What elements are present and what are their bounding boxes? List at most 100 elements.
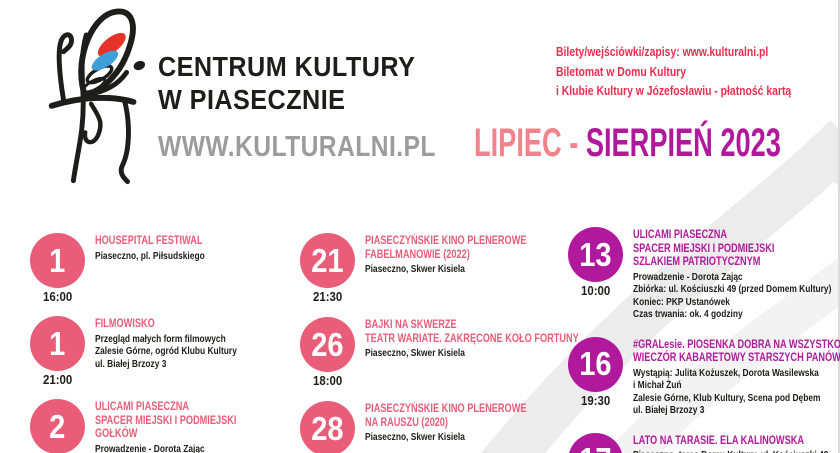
event-day-circle: 26	[300, 317, 355, 372]
event-day-circle: 2	[30, 399, 85, 453]
event-day-number: 28	[311, 409, 344, 447]
event-title-line: BAJKI NA SKWERZE	[365, 319, 457, 331]
event-title: BAJKI NA SKWERZE TEATR WARIATE. ZAKRĘCONE…	[365, 319, 579, 346]
event-day-number: 17	[579, 441, 611, 453]
poster-right-edge	[838, 0, 840, 453]
tickets-info-block: Bilety/wejściówki/zapisy: www.kulturalni…	[556, 42, 840, 101]
event-detail-line: Piaseczno, taras Domu Kultury, ul. Kości…	[633, 449, 828, 453]
event-details: Prowadzenie - Dorota Zając Zbiórka: ul. K…	[633, 271, 831, 321]
event-day-circle: 13	[568, 227, 623, 282]
event-item: 1 21:00 FILMOWISKO Przegląd małych form …	[30, 316, 295, 387]
event-title-line: PIASECZYŃSKIE KINO PLENEROWE	[365, 235, 527, 247]
event-details: Wystąpią: Julita Kożuszek, Dorota Wasile…	[633, 367, 840, 417]
event-title: FILMOWISKO	[95, 318, 237, 332]
event-day-number: 26	[311, 325, 344, 363]
event-item: 26 18:00 BAJKI NA SKWERZE TEATR WARIATE. …	[300, 317, 579, 388]
tickets-info-line[interactable]: Bilety/wejściówki/zapisy: www.kulturalni…	[556, 44, 769, 59]
event-detail-line: Przegląd małych form filmowych	[95, 332, 226, 345]
event-item: 1 16:00 HOUSEPITAL FESTIWAL Piaseczno, p…	[30, 233, 295, 304]
event-day-number: 1	[49, 241, 66, 279]
event-title: PIASECZYŃSKIE KINO PLENEROWE FABELMANOWIE…	[365, 235, 527, 262]
event-item: 21 21:30 PIASECZYŃSKIE KINO PLENEROWE FAB…	[300, 233, 565, 304]
event-title: LATO NA TARASIE. ELA KALINOWSKA	[633, 435, 828, 449]
event-detail-line: Piaseczno, Skwer Kisiela	[365, 347, 465, 359]
event-detail-line: Prowadzenie - Dorota Zając	[633, 270, 743, 283]
event-day-circle: 1	[30, 316, 85, 371]
website-url[interactable]: WWW.KULTURALNI.PL	[158, 131, 436, 163]
centrum-kultury-logo	[48, 8, 146, 185]
event-details: Piaseczno, taras Domu Kultury, ul. Kości…	[633, 449, 828, 453]
event-time: 21:00	[42, 372, 73, 387]
period-july: LIPIEC -	[474, 121, 586, 165]
event-item: 16 19:30 #GRALesie. PIOSENKA DOBRA NA WS…	[568, 336, 840, 417]
event-time: 10:00	[580, 283, 611, 298]
event-time: 16:00	[42, 289, 73, 304]
event-title: ULICAMI PIASECZNA SPACER MIEJSKI I PODMIE…	[633, 229, 831, 270]
event-day-circle: 28	[300, 401, 355, 453]
logo-dot	[133, 60, 146, 71]
event-title-line: GOŁKÓW	[95, 428, 138, 440]
event-detail-line: Wystąpią: Julita Kożuszek, Dorota Wasile…	[633, 366, 819, 379]
event-detail-line: Czas trwania: ok. 4 godziny	[633, 308, 743, 320]
events-column-middle: 21 21:30 PIASECZYŃSKIE KINO PLENEROWE FAB…	[300, 233, 579, 453]
event-title-line: TEATR WARIATE. ZAKRĘCONE KOŁO FORTUNY	[365, 332, 579, 345]
event-item: 17 LATO NA TARASIE. ELA KALINOWSKA Piase…	[568, 432, 840, 453]
org-name-line-2: W PIASECZNIE	[158, 84, 346, 115]
tickets-info-line: i Klubie Kultury w Józefosławiu - płatno…	[556, 83, 792, 98]
event-day-circle: 17	[568, 432, 623, 453]
events-column-right: 13 10:00 ULICAMI PIASECZNA SPACER MIEJSKI…	[568, 227, 840, 453]
logo-blue-petal	[91, 50, 119, 71]
event-title-line: HOUSEPITAL FESTIWAL	[95, 235, 203, 247]
event-item: 13 10:00 ULICAMI PIASECZNA SPACER MIEJSKI…	[568, 227, 840, 321]
event-item: 28 21:30 PIASECZYŃSKIE KINO PLENEROWENA …	[300, 401, 565, 453]
logo-red-petal	[97, 32, 126, 57]
event-day-number: 1	[49, 324, 66, 362]
tickets-info-line: Biletomat w Domu Kultury	[556, 63, 687, 79]
event-time: 19:30	[580, 392, 611, 408]
event-detail-line: Prowadzenie - Dorota Zając	[95, 442, 205, 453]
event-detail-line: i Michał Żuń	[633, 379, 682, 391]
event-title-line: SPACER MIEJSKI I PODMIEJSKI	[95, 414, 237, 427]
event-detail-line: Piaseczno, Skwer Kisiela	[365, 263, 465, 275]
period-heading: LIPIEC - SIERPIEŃ 2023	[474, 120, 840, 166]
event-details: Przegląd małych form filmowych Zalesie Gó…	[95, 333, 237, 371]
event-title: HOUSEPITAL FESTIWAL	[95, 235, 205, 249]
event-title-line: ULICAMI PIASECZNA	[633, 229, 728, 241]
event-details: Piaseczno, pl. Piłsudskiego	[95, 250, 205, 263]
event-title-line: LATO NA TARASIE. ELA KALINOWSKA	[633, 434, 805, 447]
event-title-line: ULICAMI PIASECZNA	[95, 401, 190, 413]
org-name-line-1: CENTRUM KULTURY	[158, 51, 416, 82]
event-details: Piaseczno, Skwer Kisiela	[365, 347, 579, 360]
event-title-line: #GRALesie. PIOSENKA DOBRA NA WSZYSTKO	[633, 338, 840, 351]
event-day-circle: 1	[30, 233, 85, 288]
period-august-2023: SIERPIEŃ 2023	[585, 121, 781, 165]
event-detail-line: Piaseczno, Skwer Kisiela	[365, 431, 465, 443]
event-title-line: NA RAUSZU (2020)	[365, 416, 448, 429]
event-detail-line: Koniec: PKP Ustanówek	[633, 295, 730, 308]
event-time: 21:30	[312, 289, 343, 304]
event-title-line: FILMOWISKO	[95, 318, 155, 330]
event-title-line: WIECZÓR KABARETOWY STARSZYCH PANÓW	[633, 352, 840, 364]
event-title: ULICAMI PIASECZNA SPACER MIEJSKI I PODMIE…	[95, 401, 272, 442]
event-day-circle: 16	[568, 336, 623, 392]
event-detail-line: Zalesie Górne, ogród Klubu Kultury	[95, 345, 237, 357]
event-title-line: FABELMANOWIE (2022)	[365, 248, 470, 261]
event-title-line: PIASECZYŃSKIE KINO PLENEROWE	[365, 403, 527, 415]
event-title: PIASECZYŃSKIE KINO PLENEROWE NA RAUSZU (2…	[365, 403, 527, 430]
event-day-number: 16	[579, 345, 612, 382]
event-title-line: SPACER MIEJSKI I PODMIEJSKI	[633, 242, 775, 255]
event-title-line: SZLAKIEM PATRIOTYCZNYM	[633, 256, 761, 268]
event-day-number: 21	[311, 241, 344, 279]
event-title: #GRALesie. PIOSENKA DOBRA NA WSZYSTKO WIE…	[633, 339, 840, 366]
event-details: Piaseczno, Skwer Kisiela	[365, 431, 527, 444]
event-detail-line: Zbiórka: ul. Kościuszki 49 (przed Domem …	[633, 283, 832, 295]
event-detail-line: Piaseczno, pl. Piłsudskiego	[95, 249, 205, 262]
event-detail-line: ul. Białej Brzozy 3	[95, 357, 167, 370]
event-day-circle: 21	[300, 233, 355, 288]
event-detail-line: ul. Białej Brzozy 3	[633, 404, 705, 416]
events-column-left: 1 16:00 HOUSEPITAL FESTIWAL Piaseczno, p…	[30, 233, 295, 453]
event-time: 18:00	[312, 373, 343, 388]
